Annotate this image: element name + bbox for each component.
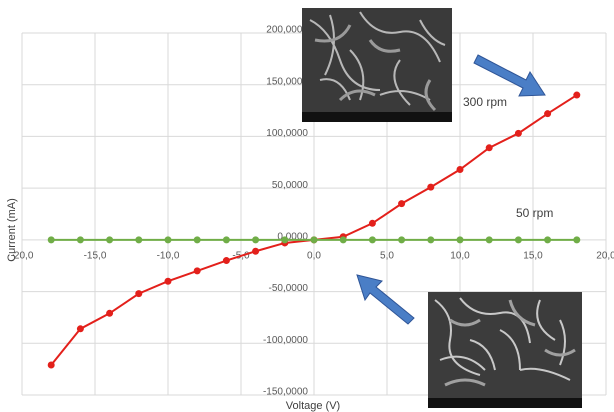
x-tick-label: 0,0	[307, 250, 321, 261]
data-point	[515, 236, 522, 243]
data-point	[369, 220, 376, 227]
data-point	[457, 166, 464, 173]
data-point	[398, 200, 405, 207]
arrow-bottom	[357, 275, 414, 324]
data-point	[252, 248, 259, 255]
y-tick-label: -100,0000	[263, 335, 308, 346]
data-point	[573, 92, 580, 99]
y-tick-label: 100,0000	[266, 128, 308, 139]
arrow-top	[474, 55, 545, 96]
data-point	[194, 236, 201, 243]
series-label: 50 rpm	[516, 206, 553, 220]
data-point	[106, 236, 113, 243]
data-point	[544, 236, 551, 243]
data-point	[223, 257, 230, 264]
data-point	[165, 236, 172, 243]
data-point	[135, 290, 142, 297]
x-axis-title: Voltage (V)	[286, 400, 340, 412]
y-tick-label: 50,0000	[272, 180, 309, 191]
sem-image-bottom	[428, 292, 582, 408]
y-axis-title: Current (mA)	[6, 198, 18, 262]
data-point	[77, 236, 84, 243]
data-point	[48, 236, 55, 243]
x-tick-label: 20,0	[596, 250, 614, 261]
data-point	[281, 236, 288, 243]
data-point	[486, 236, 493, 243]
data-point	[573, 236, 580, 243]
y-tick-label: -150,0000	[263, 387, 308, 398]
data-point	[486, 144, 493, 151]
data-point	[311, 236, 318, 243]
series-label: 300 rpm	[463, 95, 507, 109]
data-point	[369, 236, 376, 243]
x-tick-label: -10,0	[157, 250, 180, 261]
data-point	[77, 325, 84, 332]
sem-image-top	[302, 8, 452, 122]
x-tick-label: 5,0	[380, 250, 394, 261]
data-point	[340, 236, 347, 243]
data-point	[165, 278, 172, 285]
data-point	[427, 184, 434, 191]
data-point	[135, 236, 142, 243]
data-point	[457, 236, 464, 243]
y-tick-label: -50,0000	[269, 283, 309, 294]
chart: -20,0-15,0-10,0-5,00,05,010,015,020,0-15…	[0, 0, 614, 412]
data-point	[223, 236, 230, 243]
x-tick-label: -15,0	[84, 250, 107, 261]
data-point	[515, 130, 522, 137]
x-tick-label: 15,0	[523, 250, 543, 261]
data-point	[194, 267, 201, 274]
data-point	[106, 310, 113, 317]
data-point	[252, 236, 259, 243]
x-tick-label: 10,0	[450, 250, 470, 261]
data-point	[427, 236, 434, 243]
data-point	[544, 110, 551, 117]
data-point	[398, 236, 405, 243]
data-point	[48, 362, 55, 369]
